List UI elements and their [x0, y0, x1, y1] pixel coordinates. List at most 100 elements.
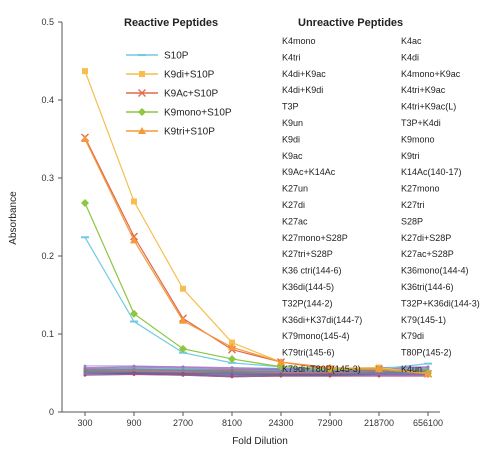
unreactive-peptide-label: K14Ac(140-17) [401, 167, 462, 177]
unreactive-peptide-label: T3P+K4di [401, 118, 441, 128]
y-tick-label: 0.2 [41, 251, 54, 261]
unreactive-series-point [181, 373, 185, 377]
unreactive-peptide-label: K4tri+K9ac [401, 85, 446, 95]
reactive-series-point [277, 358, 285, 366]
y-tick-label: 0.4 [41, 95, 54, 105]
legend-marker [138, 89, 146, 97]
reactive-series-line [84, 138, 429, 375]
reactive-series-point [130, 309, 138, 318]
unreactive-peptide-label: K27mono [401, 184, 440, 194]
x-ticks: 300 900 2700 8100 24300 72900 218700 656100 [77, 412, 443, 428]
y-tick-label: 0 [49, 407, 54, 417]
unreactive-peptide-label: K9tri [401, 151, 420, 161]
unreactive-series-line [84, 374, 428, 378]
unreactive-peptide-label: K9un [282, 118, 303, 128]
unreactive-series-group [83, 364, 430, 379]
unreactive-series-point [377, 374, 381, 378]
unreactive-list-col2: K4ac K4di K4mono+K9ac K4tri+K9ac K4tri+K9ac(… [401, 36, 480, 374]
y-tick-label: 0.1 [41, 329, 54, 339]
reactive-series-point [179, 316, 187, 324]
legend: S10P K9di+S10P K9Ac+S10P K9mono+S10P K9tri+S… [126, 51, 232, 138]
unreactive-series-point [230, 375, 234, 379]
legend-marker [138, 108, 146, 116]
unreactive-series-point [279, 374, 283, 378]
reactive-series-line [84, 202, 429, 374]
unreactive-peptide-label: K27mono+S28P [282, 233, 348, 243]
reactive-series-point [179, 344, 187, 353]
x-tick-label: 8100 [222, 418, 242, 428]
unreactive-peptide-label: K79tri(145-6) [282, 348, 335, 358]
x-tick-label: 218700 [364, 418, 394, 428]
legend-marker [138, 127, 146, 134]
unreactive-peptide-label: K4di+K9di [282, 85, 323, 95]
unreactive-peptide-label: K4ac [401, 36, 422, 46]
unreactive-peptide-label: K36di(144-5) [282, 282, 334, 292]
reactive-legend-title: Reactive Peptides [124, 17, 218, 29]
unreactive-peptide-label: K4di [401, 52, 419, 62]
reactive-series-point [130, 236, 138, 244]
unreactive-series-point [132, 373, 136, 376]
y-tick-label: 0.5 [41, 17, 54, 27]
unreactive-peptide-label: K79di+T80P(145-3) [282, 364, 361, 374]
unreactive-peptide-label: K9mono [401, 134, 435, 144]
x-tick-label: 24300 [268, 418, 293, 428]
reactive-series-point [81, 135, 89, 142]
x-tick-label: 900 [126, 418, 141, 428]
reactive-series-line [84, 137, 429, 375]
reactive-series-group [81, 68, 432, 378]
y-ticks: 0 0.1 0.2 0.3 0.4 0.5 [41, 17, 62, 417]
legend-label: K9tri+S10P [164, 127, 215, 138]
unreactive-peptide-label: K27ac [282, 216, 308, 226]
unreactive-peptide-label: K4tri+K9ac(L) [401, 102, 456, 112]
legend-label: K9mono+S10P [164, 108, 232, 119]
reactive-series-point [131, 198, 137, 205]
unreactive-peptide-label: K36tri(144-6) [401, 282, 454, 292]
reactive-series-point [326, 363, 334, 371]
legend-label: S10P [164, 51, 189, 62]
unreactive-peptide-label: K9Ac+K14Ac [282, 167, 336, 177]
reactive-series-point [228, 354, 236, 363]
unreactive-peptide-label: T80P(145-2) [401, 348, 452, 358]
y-axis-title: Absorbance [8, 191, 19, 245]
y-tick-label: 0.3 [41, 173, 54, 183]
reactive-series-line [84, 70, 429, 375]
x-axis-title: Fold Dilution [232, 436, 288, 447]
reactive-series-point [229, 339, 235, 346]
reactive-series-point [424, 369, 432, 377]
unreactive-peptide-label: K4tri [282, 52, 301, 62]
reactive-series-point [375, 365, 383, 373]
unreactive-peptide-label: K4di+K9ac [282, 69, 326, 79]
unreactive-peptide-label: K4mono+K9ac [401, 69, 461, 79]
unreactive-peptide-label: K27tri+S28P [282, 249, 333, 259]
reactive-series-line [84, 236, 429, 370]
unreactive-peptide-label: K27un [282, 184, 308, 194]
unreactive-peptide-label: K9di [282, 134, 300, 144]
unreactive-list-col1: K4mono K4tri K4di+K9ac K4di+K9di T3P K9un K9di… [282, 36, 362, 374]
unreactive-peptide-label: K9ac [282, 151, 303, 161]
unreactive-series-point [83, 373, 87, 377]
reactive-series-point [228, 343, 236, 351]
legend-label: K9di+S10P [164, 70, 215, 81]
unreactive-peptide-label: K79(145-1) [401, 315, 446, 325]
unreactive-peptide-label: K4mono [282, 36, 316, 46]
x-tick-label: 656100 [413, 418, 443, 428]
unreactive-peptide-label: S28P [401, 216, 423, 226]
unreactive-peptide-label: K27di [282, 200, 305, 210]
unreactive-peptide-label: K36di+K37di(144-7) [282, 315, 362, 325]
unreactive-peptide-label: K79di [401, 331, 424, 341]
unreactive-peptide-label: T32P(144-2) [282, 298, 333, 308]
unreactive-peptide-label: K36 ctri(144-6) [282, 266, 342, 276]
legend-label: K9Ac+S10P [164, 89, 219, 100]
reactive-series-point [82, 68, 88, 75]
unreactive-title: Unreactive Peptides [298, 17, 403, 29]
x-tick-label: 72900 [317, 418, 342, 428]
x-tick-label: 300 [77, 418, 92, 428]
unreactive-series-point [328, 374, 332, 378]
unreactive-peptide-label: T3P [282, 102, 299, 112]
unreactive-peptide-label: T32P+K36di(144-3) [401, 298, 480, 308]
axes [61, 22, 440, 413]
unreactive-peptide-label: K27ac+S28P [401, 249, 454, 259]
x-tick-label: 2700 [173, 418, 193, 428]
unreactive-peptide-label: K27di+S28P [401, 233, 451, 243]
